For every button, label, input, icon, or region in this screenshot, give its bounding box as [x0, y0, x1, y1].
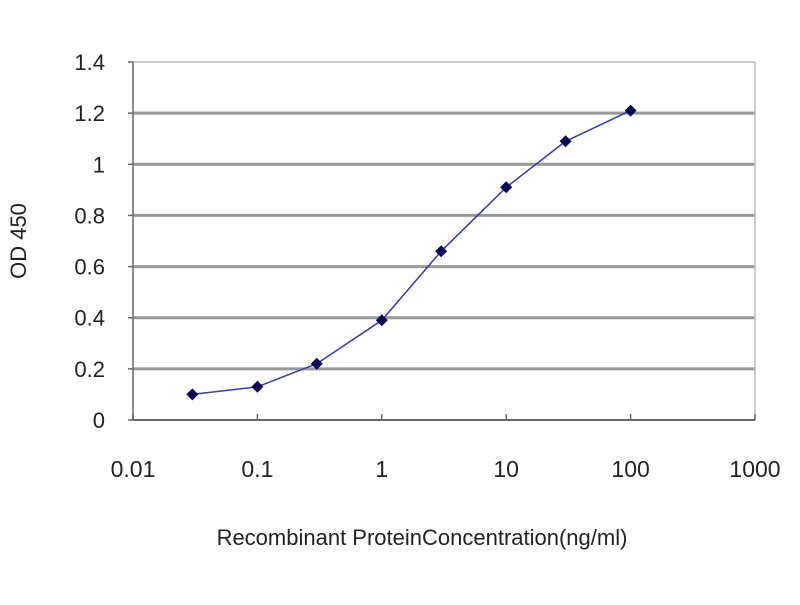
y-tick-label: 1.2 — [74, 101, 105, 126]
x-axis-label: Recombinant ProteinConcentration(ng/ml) — [217, 525, 628, 550]
y-tick-label: 1.4 — [74, 50, 105, 75]
y-tick-labels: 0 0.2 0.4 0.6 0.8 1 1.2 1.4 — [74, 50, 105, 433]
x-tick-labels: 0.01 0.1 1 10 100 1000 — [111, 456, 781, 482]
data-point — [435, 245, 448, 258]
x-tick-label: 10 — [493, 456, 519, 482]
y-tick-label: 1 — [93, 152, 105, 177]
axes — [128, 61, 756, 421]
y-tick-label: 0 — [93, 408, 105, 433]
data-point — [375, 314, 388, 327]
y-tick-label: 0.6 — [74, 255, 105, 280]
x-tick-label: 1000 — [729, 456, 780, 482]
data-point — [624, 104, 637, 117]
y-tick-label: 0.2 — [74, 357, 105, 382]
x-tick-label: 0.01 — [111, 456, 156, 482]
data-point — [186, 388, 199, 401]
data-point — [500, 181, 513, 194]
x-tick-label: 100 — [611, 456, 649, 482]
gridlines — [133, 111, 755, 371]
y-axis-label: OD 450 — [6, 203, 31, 279]
data-point — [310, 357, 323, 370]
y-tick-label: 0.8 — [74, 203, 105, 228]
data-point — [251, 380, 264, 393]
x-tick-label: 1 — [375, 456, 388, 482]
data-point — [559, 135, 572, 148]
series — [186, 104, 637, 401]
series-line — [192, 109, 631, 396]
x-tick-label: 0.1 — [241, 456, 273, 482]
y-tick-label: 0.4 — [74, 306, 105, 331]
